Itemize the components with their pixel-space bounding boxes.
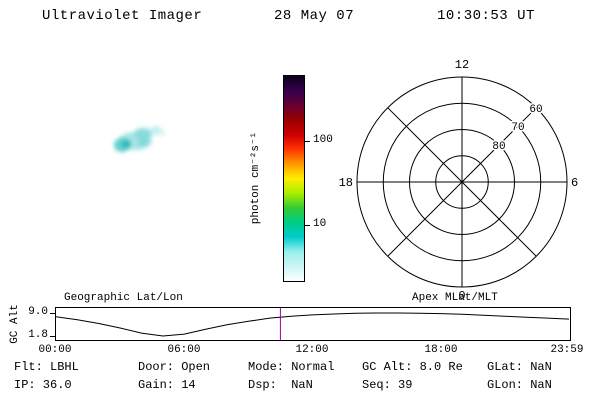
status-gain: Gain: 14 xyxy=(138,378,196,392)
orbit-altitude-curve xyxy=(55,312,570,337)
status-mode: Mode: Normal xyxy=(248,360,335,374)
xtick-0600: 06:00 xyxy=(167,344,201,356)
mlt-label-18: 18 xyxy=(339,176,353,190)
polar-plot: 12 18 6 0 60 70 80 xyxy=(337,57,580,303)
mlt-label-12: 12 xyxy=(455,58,469,72)
strip-left-title: Geographic Lat/Lon xyxy=(64,292,183,304)
header-time: 10:30:53 UT xyxy=(437,8,535,24)
colorbar-tick-mark xyxy=(304,140,310,142)
colorbar-tick-label: 10 xyxy=(313,217,327,230)
status-seq: Seq: 39 xyxy=(362,378,413,392)
colorbar-tick-mark xyxy=(304,224,310,226)
status-glon: GLon: NaN xyxy=(487,378,552,392)
status-flt: Flt: LBHL xyxy=(14,360,79,374)
strip-ylabel: GC Alt xyxy=(2,304,28,344)
xtick-1800: 18:00 xyxy=(424,344,458,356)
status-door: Door: Open xyxy=(138,360,211,374)
strip-right-title: Apex MLat/MLT xyxy=(412,292,498,304)
ytick-9: 9.0 xyxy=(28,306,48,318)
status-glat: GLat: NaN xyxy=(487,360,552,374)
status-dsp: Dsp: NaN xyxy=(248,378,313,392)
status-gcalt: GC Alt: 8.0 Re xyxy=(362,360,463,374)
colorbar-units-label: photon cm⁻²s⁻¹ xyxy=(246,75,264,280)
ytick-mark xyxy=(50,336,55,337)
strip-ylabel-text: GC Alt xyxy=(9,304,22,344)
colorbar-tick-label: 100 xyxy=(313,133,333,146)
colorbar-units-text: photon cm⁻²s⁻¹ xyxy=(250,131,262,224)
polar-spoke xyxy=(387,107,537,257)
header-date: 28 May 07 xyxy=(274,8,355,24)
polar-grid xyxy=(356,76,568,288)
orbit-altitude-strip-chart xyxy=(55,307,571,341)
mlt-label-0: 0 xyxy=(458,289,465,302)
strip-border xyxy=(55,307,571,341)
mlat-label-70: 70 xyxy=(511,122,524,134)
ytick-mark xyxy=(50,313,55,314)
xtick-0000: 00:00 xyxy=(38,344,72,356)
app-title: Ultraviolet Imager xyxy=(42,8,203,24)
mlt-label-6: 6 xyxy=(571,176,578,190)
xtick-1200: 12:00 xyxy=(295,344,329,356)
mlat-label-80: 80 xyxy=(492,141,505,153)
xtick-2359: 23:59 xyxy=(550,344,584,356)
mlat-label-60: 60 xyxy=(529,104,542,116)
ytick-1_8: 1.8 xyxy=(28,329,48,341)
uv-emission-blob xyxy=(108,120,172,164)
uv-image-area xyxy=(30,60,260,290)
colorbar-gradient xyxy=(283,75,305,282)
status-ip: IP: 36.0 xyxy=(14,378,72,392)
